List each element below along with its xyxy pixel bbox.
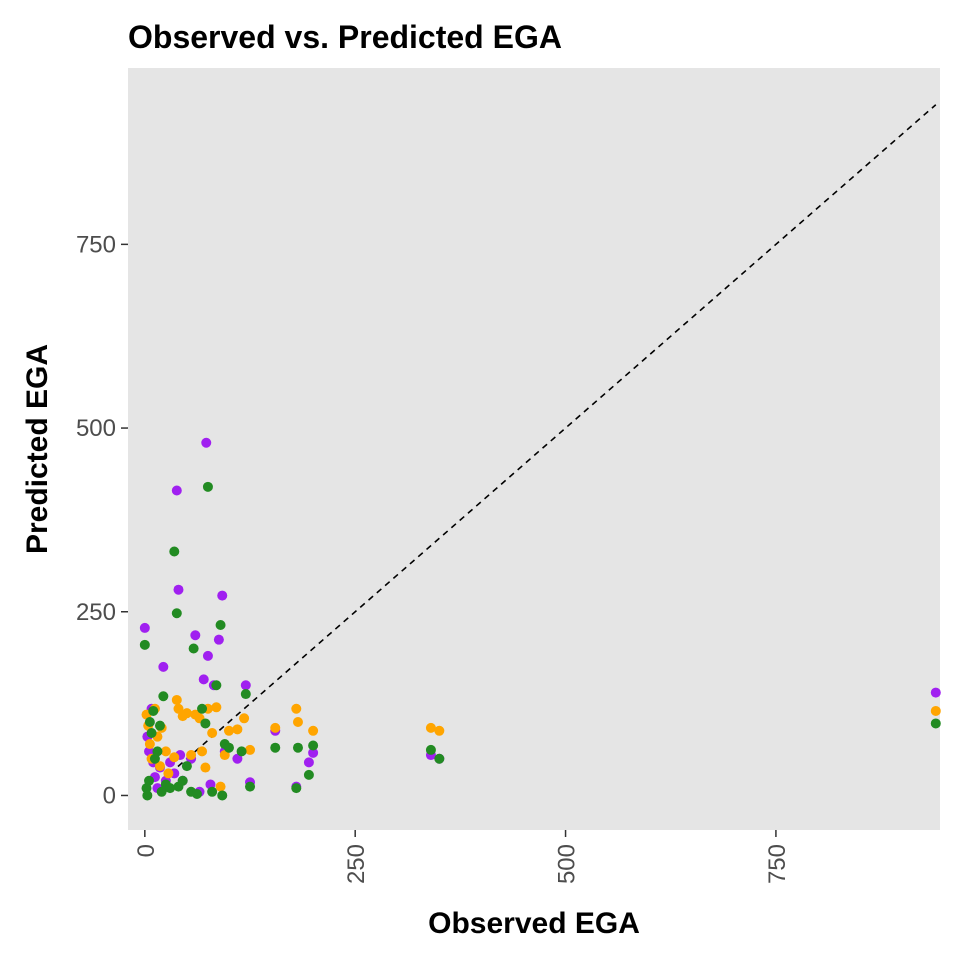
data-point-series-2 [245, 744, 256, 755]
data-point-series-1 [308, 747, 319, 758]
data-point-series-3 [171, 608, 182, 619]
data-point-series-3 [291, 783, 302, 794]
data-point-series-2 [207, 728, 218, 739]
data-point-series-1 [217, 590, 228, 601]
data-point-series-1 [303, 757, 314, 768]
data-point-series-3 [308, 740, 319, 751]
data-point-series-2 [171, 694, 182, 705]
data-point-series-3 [197, 703, 208, 714]
data-point-series-1 [232, 753, 243, 764]
data-point-series-3 [154, 720, 165, 731]
y-tick-label: 0 [103, 782, 116, 809]
data-point-series-1 [173, 584, 184, 595]
data-point-series-2 [219, 750, 230, 761]
data-point-series-2 [154, 761, 165, 772]
data-point-series-3 [144, 775, 155, 786]
data-point-series-1 [171, 485, 182, 496]
data-point-series-3 [148, 705, 159, 716]
data-point-series-2 [425, 722, 436, 733]
y-axis: 0 250 500 750 [76, 231, 128, 809]
x-axis-title: Observed EGA [428, 907, 640, 940]
data-point-series-2 [197, 746, 208, 757]
data-point-series-3 [200, 718, 211, 729]
data-point-series-2 [232, 724, 243, 735]
data-point-series-3 [144, 716, 155, 727]
data-point-series-2 [291, 703, 302, 714]
plot-panel [128, 68, 940, 830]
data-point-series-2 [223, 725, 234, 736]
data-point-series-2 [181, 708, 192, 719]
data-point-series-3 [217, 790, 228, 801]
data-point-series-3 [142, 790, 153, 801]
points-layer [139, 437, 941, 801]
data-point-series-3 [223, 742, 234, 753]
data-point-series-1 [930, 687, 941, 698]
data-point-series-1 [201, 437, 212, 448]
data-point-series-3 [202, 481, 213, 492]
data-point-series-3 [215, 619, 226, 630]
data-point-series-3 [152, 746, 163, 757]
data-point-series-2 [160, 746, 171, 757]
data-point-series-2 [930, 705, 941, 716]
data-point-series-3 [425, 744, 436, 755]
data-point-series-3 [434, 753, 445, 764]
data-point-series-1 [139, 622, 150, 633]
data-point-series-2 [215, 781, 226, 792]
data-point-series-3 [303, 769, 314, 780]
data-point-series-2 [211, 702, 222, 713]
data-point-series-3 [177, 775, 188, 786]
data-point-series-1 [190, 630, 201, 641]
data-point-series-3 [211, 680, 222, 691]
data-point-series-2 [292, 716, 303, 727]
data-point-series-2 [169, 752, 180, 763]
y-tick-label: 750 [76, 231, 116, 258]
data-point-series-1 [158, 661, 169, 672]
data-point-series-3 [270, 742, 281, 753]
chart-title: Observed vs. Predicted EGA [128, 19, 562, 55]
x-tick-label: 0 [133, 844, 160, 857]
data-point-series-2 [173, 703, 184, 714]
data-point-series-3 [139, 639, 150, 650]
data-point-series-2 [144, 739, 155, 750]
data-point-series-3 [236, 746, 247, 757]
data-point-series-3 [188, 643, 199, 654]
data-point-series-1 [213, 634, 224, 645]
data-point-series-2 [434, 725, 445, 736]
data-point-series-3 [245, 781, 256, 792]
data-point-series-2 [270, 722, 281, 733]
data-point-series-3 [146, 728, 157, 739]
data-point-series-3 [169, 546, 180, 557]
data-point-series-2 [308, 725, 319, 736]
data-point-series-3 [191, 788, 202, 799]
data-point-series-2 [186, 750, 197, 761]
x-axis: 0 250 500 750 [133, 830, 791, 884]
data-point-series-1 [202, 650, 213, 661]
x-tick-label: 250 [343, 844, 370, 884]
data-point-series-3 [240, 689, 251, 700]
data-point-series-1 [240, 680, 251, 691]
data-point-series-3 [292, 742, 303, 753]
data-point-series-1 [198, 674, 209, 685]
data-point-series-3 [930, 718, 941, 729]
y-tick-label: 500 [76, 415, 116, 442]
y-axis-title: Predicted EGA [21, 344, 54, 554]
x-tick-label: 750 [764, 844, 791, 884]
y-tick-label: 250 [76, 599, 116, 626]
data-point-series-3 [181, 761, 192, 772]
data-point-series-3 [156, 786, 167, 797]
data-point-series-2 [163, 768, 174, 779]
data-point-series-2 [200, 762, 211, 773]
data-point-series-3 [165, 783, 176, 794]
data-point-series-3 [158, 691, 169, 702]
x-tick-label: 500 [554, 844, 581, 884]
data-point-series-2 [239, 713, 250, 724]
data-point-series-3 [207, 786, 218, 797]
